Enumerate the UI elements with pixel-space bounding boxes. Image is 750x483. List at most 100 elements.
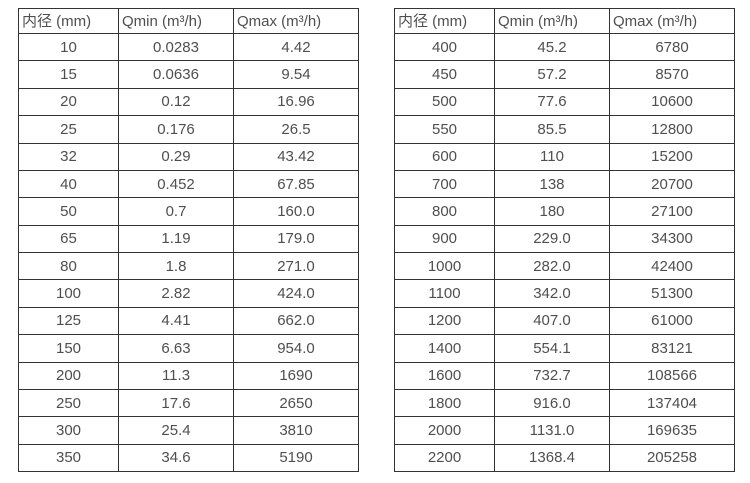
table-row: 1400 554.1 83121 [394,334,735,363]
table-cell: 0.452 [118,169,234,199]
table-row: 15 0.0636 9.54 [18,60,359,89]
table-cell: 27100 [609,197,735,226]
table-cell: 25 [18,115,119,144]
table-cell: 138 [494,169,610,199]
table-cell: 1368.4 [494,443,610,473]
table-cell: 34300 [609,224,735,254]
table-cell: 500 [394,87,495,117]
table-cell: 20700 [609,169,735,199]
table-row: 20 0.12 16.96 [18,87,359,117]
table-cell: 8570 [609,60,735,89]
table-cell: 110 [494,142,610,171]
table-cell: 407.0 [494,306,610,336]
flow-rate-table-large-diameters: 内径 (mm) Qmin (m³/h) Qmax (m³/h) 400 45.2 6… [394,8,735,473]
table-cell: 700 [394,169,495,199]
table-cell: 6.63 [118,334,234,363]
table-row: 32 0.29 43.42 [18,142,359,171]
table-cell: 150 [18,334,119,363]
table-cell: 65 [18,224,119,254]
table-row: 25 0.176 26.5 [18,115,359,144]
table-row: 400 45.2 6780 [394,32,735,62]
table-row: 1800 916.0 137404 [394,388,735,418]
table-row: 10 0.0283 4.42 [18,32,359,62]
table-cell: 1131.0 [494,416,610,445]
table-cell: 10600 [609,87,735,117]
table-cell: 1.19 [118,224,234,254]
table-body: 400 45.2 6780 450 57.2 8570 500 77.6 10600 550 85.… [394,32,735,473]
table-cell: 662.0 [233,306,359,336]
table-cell: 3810 [233,416,359,445]
table-row: 1600 732.7 108566 [394,361,735,390]
table-row: 700 138 20700 [394,169,735,199]
table-row: 1200 407.0 61000 [394,306,735,336]
table-cell: 6780 [609,32,735,62]
table-cell: 250 [18,388,119,418]
table-row: 250 17.6 2650 [18,388,359,418]
table-row: 1100 342.0 51300 [394,279,735,308]
table-cell: 4.42 [233,32,359,62]
table-cell: 50 [18,197,119,226]
table-cell: 108566 [609,361,735,390]
table-header: 内径 (mm) Qmin (m³/h) Qmax (m³/h) [394,8,735,34]
header-inner-diameter: 内径 (mm) [394,8,495,34]
table-cell: 1690 [233,361,359,390]
header-qmax: Qmax (m³/h) [233,8,359,34]
table-cell: 1400 [394,334,495,363]
table-cell: 57.2 [494,60,610,89]
table-cell: 271.0 [233,251,359,281]
table-cell: 17.6 [118,388,234,418]
table-cell: 80 [18,251,119,281]
table-row: 300 25.4 3810 [18,416,359,445]
table-cell: 282.0 [494,251,610,281]
table-row: 150 6.63 954.0 [18,334,359,363]
table-cell: 160.0 [233,197,359,226]
table-body: 10 0.0283 4.42 15 0.0636 9.54 20 0.12 16.96 25 0.1… [18,32,359,473]
table-cell: 342.0 [494,279,610,308]
table-row: 500 77.6 10600 [394,87,735,117]
table-cell: 916.0 [494,388,610,418]
table-cell: 42400 [609,251,735,281]
table-cell: 0.7 [118,197,234,226]
header-row: 内径 (mm) Qmin (m³/h) Qmax (m³/h) [18,8,359,34]
table-cell: 1800 [394,388,495,418]
table-row: 550 85.5 12800 [394,115,735,144]
table-cell: 16.96 [233,87,359,117]
table-cell: 300 [18,416,119,445]
header-qmin: Qmin (m³/h) [494,8,610,34]
table-cell: 2200 [394,443,495,473]
flow-rate-tables: 内径 (mm) Qmin (m³/h) Qmax (m³/h) 10 0.0283… [18,8,735,473]
table-cell: 9.54 [233,60,359,89]
table-cell: 200 [18,361,119,390]
table-cell: 61000 [609,306,735,336]
table-cell: 554.1 [494,334,610,363]
table-cell: 0.29 [118,142,234,171]
table-row: 350 34.6 5190 [18,443,359,473]
table-cell: 0.0283 [118,32,234,62]
table-cell: 2.82 [118,279,234,308]
table-cell: 400 [394,32,495,62]
table-cell: 85.5 [494,115,610,144]
table-cell: 450 [394,60,495,89]
table-cell: 34.6 [118,443,234,473]
table-cell: 5190 [233,443,359,473]
table-cell: 800 [394,197,495,226]
table-cell: 1600 [394,361,495,390]
header-row: 内径 (mm) Qmin (m³/h) Qmax (m³/h) [394,8,735,34]
table-cell: 51300 [609,279,735,308]
table-cell: 2650 [233,388,359,418]
table-cell: 179.0 [233,224,359,254]
table-row: 800 180 27100 [394,197,735,226]
table-cell: 15 [18,60,119,89]
header-qmin: Qmin (m³/h) [118,8,234,34]
table-cell: 0.0636 [118,60,234,89]
header-inner-diameter: 内径 (mm) [18,8,119,34]
table-row: 100 2.82 424.0 [18,279,359,308]
table-cell: 15200 [609,142,735,171]
table-cell: 0.176 [118,115,234,144]
table-cell: 600 [394,142,495,171]
table-cell: 424.0 [233,279,359,308]
table-cell: 180 [494,197,610,226]
table-cell: 77.6 [494,87,610,117]
table-cell: 2000 [394,416,495,445]
